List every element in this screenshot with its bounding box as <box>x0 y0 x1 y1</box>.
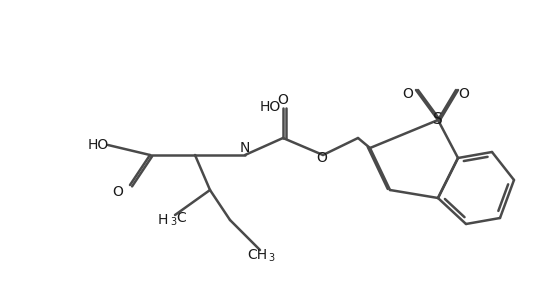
Text: 3: 3 <box>268 253 274 263</box>
Text: H: H <box>158 213 168 227</box>
Text: O: O <box>458 87 469 101</box>
Text: O: O <box>317 151 327 165</box>
Text: 3: 3 <box>170 217 176 227</box>
Text: O: O <box>278 93 288 107</box>
Text: S: S <box>433 113 443 127</box>
Text: HO: HO <box>259 100 281 114</box>
Text: O: O <box>402 87 413 101</box>
Text: HO: HO <box>87 138 109 152</box>
Text: N: N <box>240 141 250 155</box>
Text: O: O <box>113 185 124 199</box>
Text: CH: CH <box>247 248 267 262</box>
Text: C: C <box>176 211 186 225</box>
